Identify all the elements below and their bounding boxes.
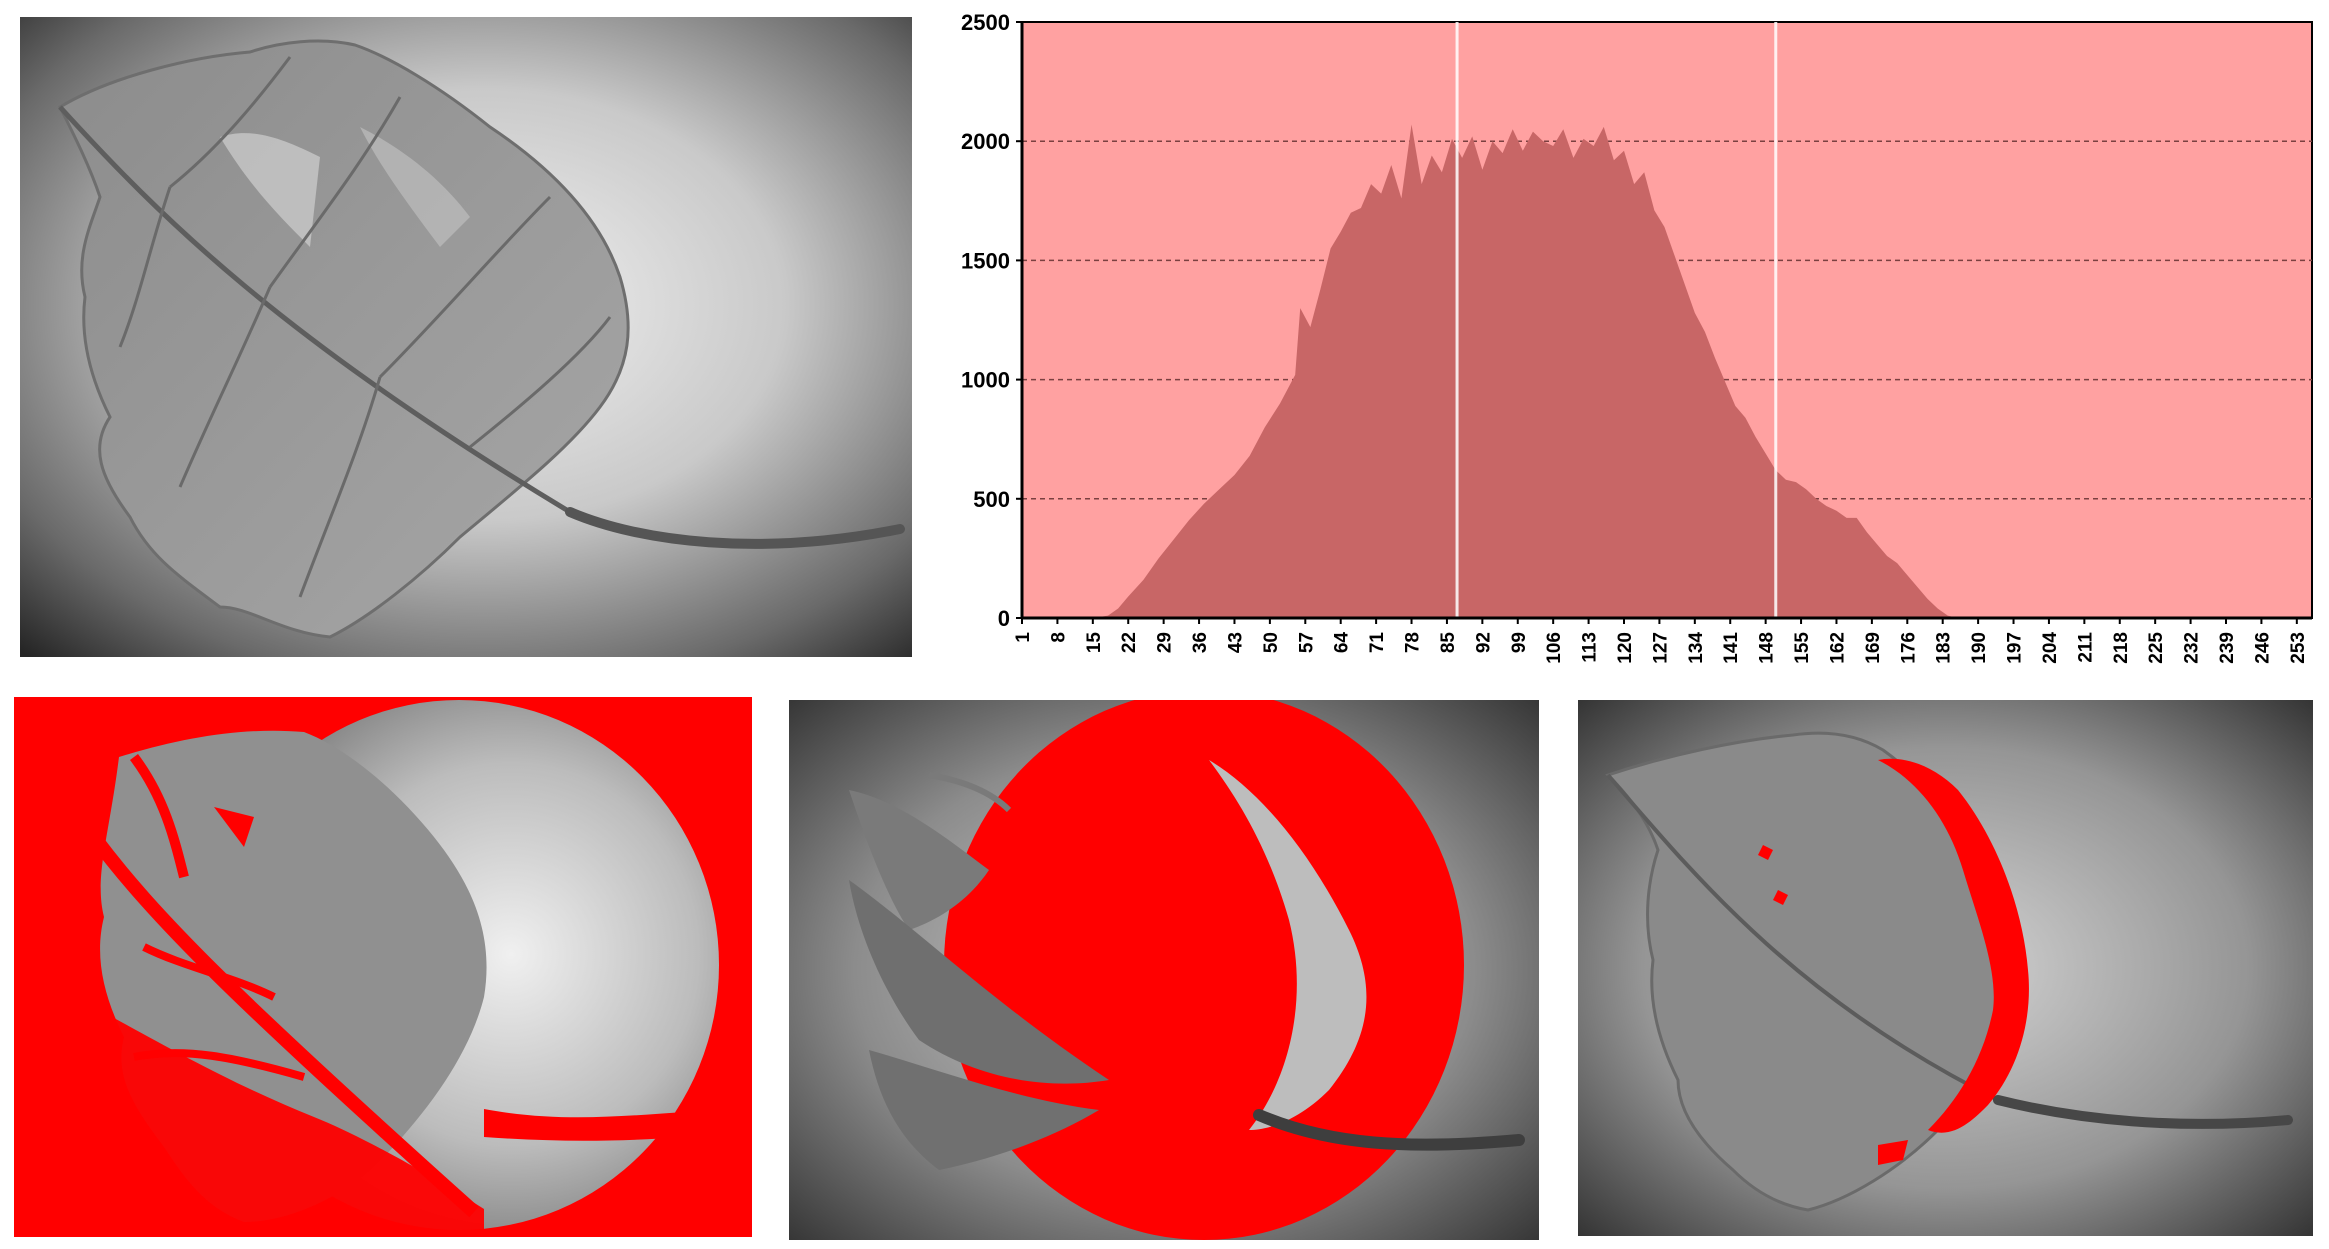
x-tick-label: 64 bbox=[1332, 632, 1353, 654]
histogram-area bbox=[1022, 124, 2312, 619]
y-tick-labels: 0 500 1000 1500 2000 2500 bbox=[961, 12, 1022, 631]
x-tick-label: 246 bbox=[2252, 632, 2273, 664]
x-tick-label: 78 bbox=[1403, 632, 1424, 653]
gridlines bbox=[1022, 140, 2312, 500]
y-tick-label: 500 bbox=[973, 487, 1010, 512]
x-tick-label: 85 bbox=[1438, 632, 1459, 654]
x-tick-label: 141 bbox=[1721, 632, 1742, 664]
y-tick-label: 2000 bbox=[961, 129, 1010, 154]
x-tick-label: 225 bbox=[2146, 632, 2167, 664]
x-tick-label: 176 bbox=[1898, 632, 1919, 664]
x-tick-labels: 1 8 15 22 29 36 43 50 57 64 71 78 85 92 99 106 113 120 127… bbox=[1013, 618, 2309, 664]
y-tick-label: 0 bbox=[998, 606, 1010, 631]
x-tick-label: 99 bbox=[1509, 632, 1530, 653]
x-tick-label: 113 bbox=[1580, 632, 1601, 663]
segmentation-low-image bbox=[14, 697, 752, 1237]
x-tick-label: 106 bbox=[1544, 632, 1565, 664]
histogram-chart: 0 500 1000 1500 2000 2500 1 8 15 22 29 36 43 50 57 64 7… bbox=[930, 12, 2320, 712]
x-tick-label: 92 bbox=[1473, 632, 1494, 653]
original-leaf-image bbox=[20, 17, 912, 657]
x-tick-label: 148 bbox=[1757, 632, 1778, 664]
x-tick-label: 57 bbox=[1296, 632, 1317, 653]
threshold-lines bbox=[1455, 22, 1778, 618]
x-tick-label: 15 bbox=[1084, 632, 1105, 654]
x-tick-label: 218 bbox=[2111, 632, 2132, 664]
y-tick-label: 2500 bbox=[961, 12, 1010, 35]
segmentation-high-image bbox=[1578, 700, 2313, 1236]
x-tick-label: 29 bbox=[1155, 632, 1176, 653]
x-tick-label: 8 bbox=[1048, 632, 1069, 643]
x-tick-label: 50 bbox=[1261, 632, 1282, 653]
x-tick-label: 211 bbox=[2075, 632, 2096, 663]
x-tick-label: 134 bbox=[1686, 632, 1707, 664]
x-tick-label: 197 bbox=[2005, 632, 2026, 664]
x-tick-label: 1 bbox=[1013, 632, 1034, 643]
x-tick-label: 43 bbox=[1225, 632, 1246, 653]
x-tick-label: 253 bbox=[2288, 632, 2309, 664]
y-tick-label: 1500 bbox=[961, 248, 1010, 273]
x-tick-label: 204 bbox=[2040, 632, 2061, 664]
x-tick-label: 71 bbox=[1367, 632, 1388, 654]
x-tick-label: 22 bbox=[1119, 632, 1140, 653]
x-tick-label: 239 bbox=[2217, 632, 2238, 664]
x-tick-label: 183 bbox=[1934, 632, 1955, 664]
x-tick-label: 36 bbox=[1190, 632, 1211, 653]
x-tick-label: 232 bbox=[2182, 632, 2203, 664]
x-tick-label: 162 bbox=[1827, 632, 1848, 664]
x-tick-label: 127 bbox=[1650, 632, 1671, 664]
leaf-shape bbox=[58, 39, 905, 639]
x-tick-label: 190 bbox=[1969, 632, 1990, 664]
x-tick-label: 169 bbox=[1863, 632, 1884, 664]
segmentation-mid-image bbox=[789, 700, 1539, 1240]
x-tick-label: 155 bbox=[1792, 632, 1813, 664]
x-tick-label: 120 bbox=[1615, 632, 1636, 664]
y-tick-label: 1000 bbox=[961, 368, 1010, 393]
